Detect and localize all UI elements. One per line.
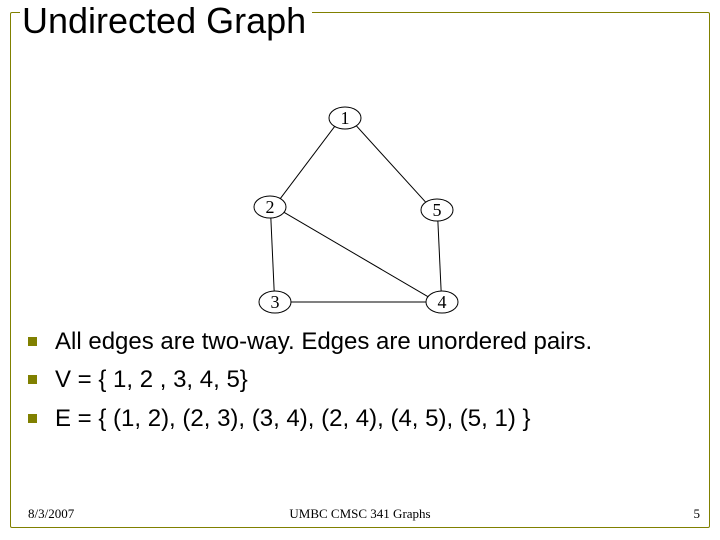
graph-node-label: 4 xyxy=(438,292,447,312)
footer-course: UMBC CMSC 341 Graphs xyxy=(289,506,430,522)
bullet-marker-icon xyxy=(28,337,37,346)
graph-node-label: 3 xyxy=(271,292,280,312)
graph-edge xyxy=(284,212,428,296)
bullet-item: V = { 1, 2 , 3, 4, 5} xyxy=(28,364,698,396)
footer-page: 5 xyxy=(694,506,701,522)
bullet-marker-icon xyxy=(28,375,37,384)
bullet-item: All edges are two-way. Edges are unorder… xyxy=(28,326,698,358)
graph-node-label: 2 xyxy=(266,197,275,217)
footer: 8/3/2007 UMBC CMSC 341 Graphs 5 xyxy=(0,506,720,526)
bullet-text: V = { 1, 2 , 3, 4, 5} xyxy=(55,364,248,396)
graph-edge xyxy=(271,218,274,291)
graph-edge xyxy=(438,221,441,291)
bullet-list: All edges are two-way. Edges are unorder… xyxy=(28,326,698,441)
bullet-item: E = { (1, 2), (2, 3), (3, 4), (2, 4), (4… xyxy=(28,403,698,435)
graph-edge xyxy=(356,126,425,202)
footer-date: 8/3/2007 xyxy=(28,506,74,522)
graph-diagram: 1 2 3 4 5 xyxy=(0,0,720,540)
graph-node-label: 1 xyxy=(341,108,350,128)
graph-edge xyxy=(280,126,334,198)
graph-node-label: 5 xyxy=(433,200,442,220)
bullet-text: E = { (1, 2), (2, 3), (3, 4), (2, 4), (4… xyxy=(55,403,531,435)
bullet-marker-icon xyxy=(28,414,37,423)
bullet-text: All edges are two-way. Edges are unorder… xyxy=(55,326,592,358)
